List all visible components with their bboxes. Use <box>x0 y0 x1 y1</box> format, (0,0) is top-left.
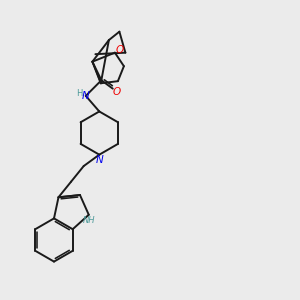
Text: N: N <box>95 155 103 165</box>
Text: N: N <box>82 91 90 101</box>
Text: O: O <box>113 87 121 97</box>
Text: H: H <box>76 89 83 98</box>
Text: NH: NH <box>83 216 96 225</box>
Text: O: O <box>116 45 124 55</box>
